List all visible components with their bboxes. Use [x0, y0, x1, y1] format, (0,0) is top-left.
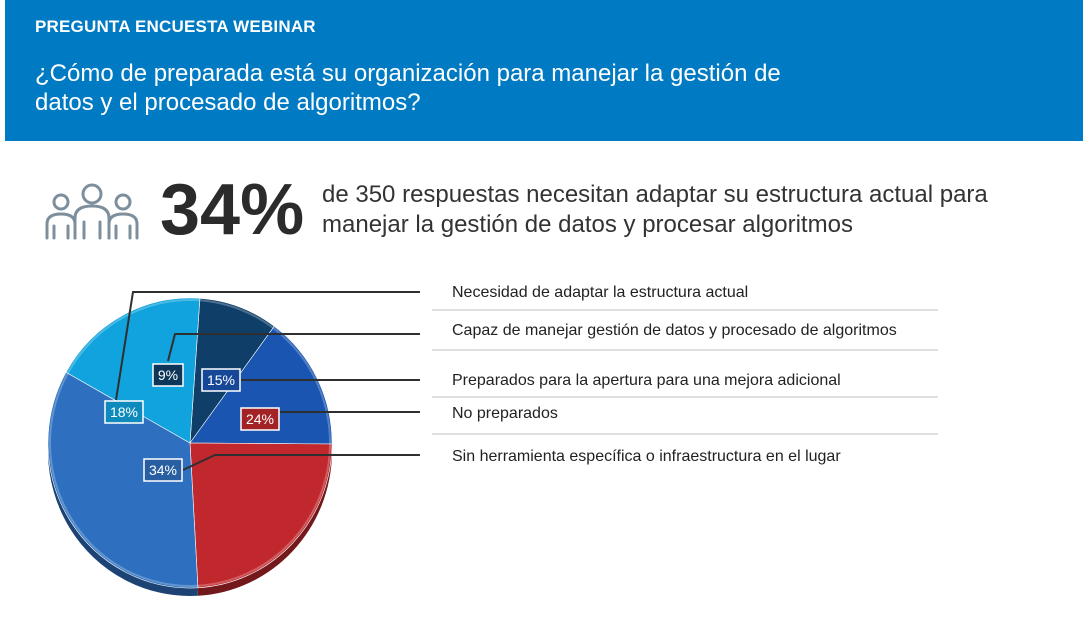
legend-label: Necesidad de adaptar la estructura actua…: [452, 284, 748, 301]
highlight-stat: 34% de 350 respuestas necesitan adaptar …: [0, 168, 1088, 250]
pie-slice: [189, 325, 333, 445]
data-label-box: [104, 400, 144, 424]
leader-line: [182, 454, 420, 471]
data-label: 24%: [246, 411, 274, 427]
data-label-box: [143, 458, 183, 482]
legend-label: Sin herramienta específica o infraestruc…: [452, 448, 841, 465]
legend-label: No preparados: [452, 405, 558, 422]
data-label: 18%: [110, 404, 138, 420]
data-label-box: [152, 363, 184, 387]
leader-line: [115, 291, 420, 401]
data-label: 15%: [207, 372, 235, 388]
header-banner: PREGUNTA ENCUESTA WEBINAR ¿Cómo de prepa…: [5, 0, 1083, 141]
legend-label: Preparados para la apertura para una mej…: [452, 372, 841, 389]
pie-slice: [189, 442, 333, 589]
highlight-percent: 34%: [160, 170, 305, 250]
data-label-box: [201, 368, 241, 392]
pie-chart: 9% 15% 24% 34% 18% Capaz de manejar gestión d…: [47, 284, 938, 596]
legend-label: Capaz de manejar gestión de datos y proc…: [452, 322, 897, 339]
pie-slice: [65, 297, 201, 444]
data-label-box: [240, 407, 280, 431]
leader-line: [167, 333, 420, 362]
people-group-icon: [45, 183, 139, 240]
pie-rim: [49, 299, 331, 587]
highlight-description: de 350 respuestas necesitan adaptar su e…: [322, 181, 988, 238]
data-label: 9%: [158, 367, 178, 383]
data-label: 34%: [149, 462, 177, 478]
survey-eyebrow: PREGUNTA ENCUESTA WEBINAR: [35, 17, 316, 36]
survey-question: ¿Cómo de preparada está su organización …: [35, 60, 781, 116]
